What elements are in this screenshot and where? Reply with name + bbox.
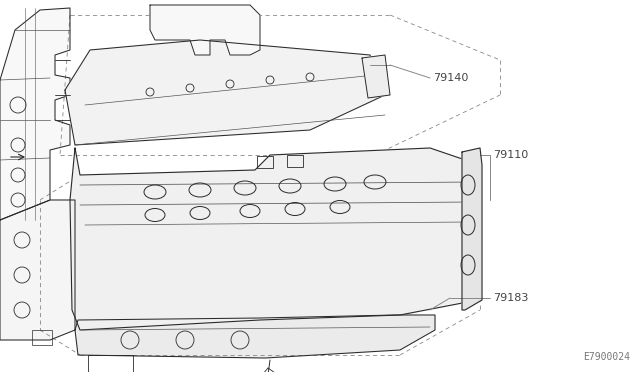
Bar [32,330,52,345]
Polygon shape [65,40,385,145]
Text: 79110: 79110 [493,150,528,160]
Polygon shape [462,148,482,310]
Polygon shape [362,55,390,98]
Bar [287,155,303,167]
Polygon shape [70,148,480,330]
Text: 79140: 79140 [433,73,468,83]
Polygon shape [0,200,75,340]
Polygon shape [150,5,260,55]
Bar [88,355,133,372]
Text: E7900024: E7900024 [583,352,630,362]
Bar [257,156,273,168]
Polygon shape [75,315,435,358]
Polygon shape [0,8,70,220]
Text: 79183: 79183 [493,293,529,303]
